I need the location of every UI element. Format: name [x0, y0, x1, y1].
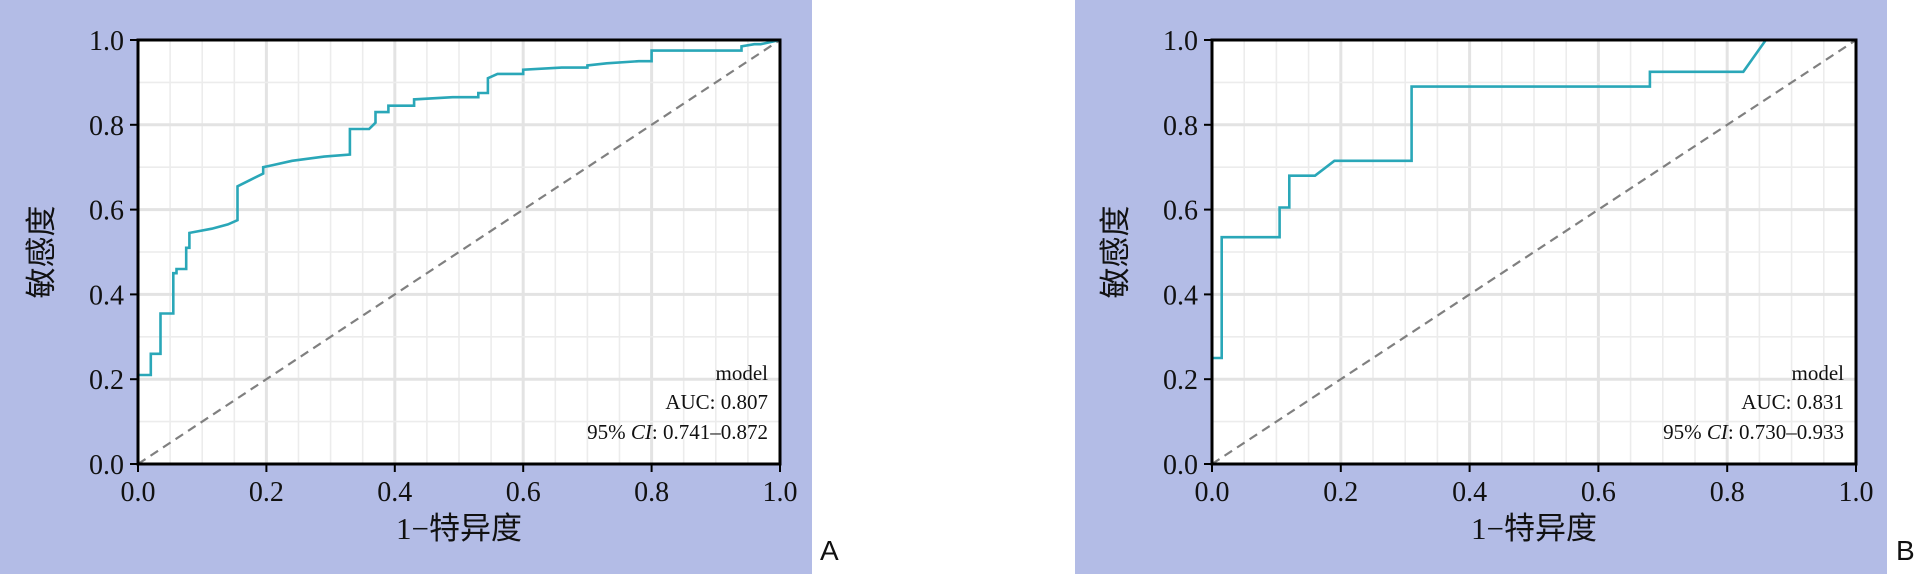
- x-tick-label: 0.8: [634, 477, 669, 508]
- reference-line: [1211, 39, 1857, 465]
- roc-panel-a: 0.0 0.2 0.4 0.6 0.8 1.0 0.0 0.2 0.4 0.6 0.8 1.0 1−特异…: [0, 0, 839, 574]
- x-tick-label: 1.0: [763, 477, 798, 508]
- grid: [1212, 40, 1856, 464]
- y-tick-label: 0.4: [89, 280, 124, 311]
- legend-ci-value: : 0.730–0.933: [1728, 420, 1844, 444]
- panel-label-b: B: [1896, 535, 1915, 566]
- x-tick-label: 0.4: [377, 477, 412, 508]
- legend-ci-italic: CI: [631, 420, 653, 444]
- x-axis-label: 1−特异度: [396, 511, 522, 546]
- legend-ci: 95% CI: 0.741–0.872: [587, 420, 768, 444]
- y-tick-label: 0.2: [1163, 365, 1198, 396]
- y-tick-label: 0.8: [1163, 111, 1198, 142]
- x-tick-label: 0.8: [1710, 477, 1745, 508]
- roc-panel-b: 0.0 0.2 0.4 0.6 0.8 1.0 0.0 0.2 0.4 0.6 0.8 1.0 1−特异…: [1075, 0, 1915, 574]
- x-tick-label: 0.6: [506, 477, 541, 508]
- legend-ci-prefix: 95%: [1663, 420, 1707, 444]
- x-tick-label: 0.2: [249, 477, 284, 508]
- legend-auc: AUC: 0.807: [665, 390, 768, 414]
- legend-ci-italic: CI: [1707, 420, 1729, 444]
- legend-ci-value: : 0.741–0.872: [652, 420, 768, 444]
- legend-model: model: [716, 361, 769, 385]
- x-tick-label: 0.6: [1581, 477, 1616, 508]
- legend-auc: AUC: 0.831: [1741, 390, 1844, 414]
- roc-chart-a: 0.0 0.2 0.4 0.6 0.8 1.0 0.0 0.2 0.4 0.6 0.8 1.0 1−特异…: [0, 0, 812, 574]
- y-tick-label: 0.0: [89, 450, 124, 481]
- x-tick-label: 0.4: [1452, 477, 1487, 508]
- x-axis-label: 1−特异度: [1471, 511, 1597, 546]
- legend-ci-prefix: 95%: [587, 420, 631, 444]
- y-axis-label: 敏感度: [24, 206, 59, 299]
- y-tick-label: 1.0: [89, 26, 124, 57]
- y-tick-label: 0.6: [1163, 196, 1198, 227]
- y-tick-label: 1.0: [1163, 26, 1198, 57]
- plot-frame: [136, 38, 782, 466]
- y-tick-label: 0.0: [1163, 450, 1198, 481]
- grid: [138, 40, 780, 464]
- panel-label-a: A: [820, 535, 839, 566]
- x-tick-label: 1.0: [1839, 477, 1874, 508]
- y-tick-label: 0.2: [89, 365, 124, 396]
- reference-line: [137, 39, 781, 465]
- roc-curve-series-0: [136, 38, 781, 464]
- legend-ci: 95% CI: 0.730–0.933: [1663, 420, 1844, 444]
- plot-frame: [1210, 38, 1858, 466]
- roc-curve-series-0: [1210, 38, 1856, 464]
- x-tick-label: 0.0: [1195, 477, 1230, 508]
- y-tick-label: 0.6: [89, 196, 124, 227]
- y-axis-label: 敏感度: [1098, 206, 1133, 299]
- x-tick-label: 0.0: [121, 477, 156, 508]
- roc-chart-b: 0.0 0.2 0.4 0.6 0.8 1.0 0.0 0.2 0.4 0.6 0.8 1.0 1−特异…: [1075, 0, 1887, 574]
- x-tick-label: 0.2: [1323, 477, 1358, 508]
- y-tick-label: 0.4: [1163, 280, 1198, 311]
- y-tick-label: 0.8: [89, 111, 124, 142]
- legend-model: model: [1792, 361, 1845, 385]
